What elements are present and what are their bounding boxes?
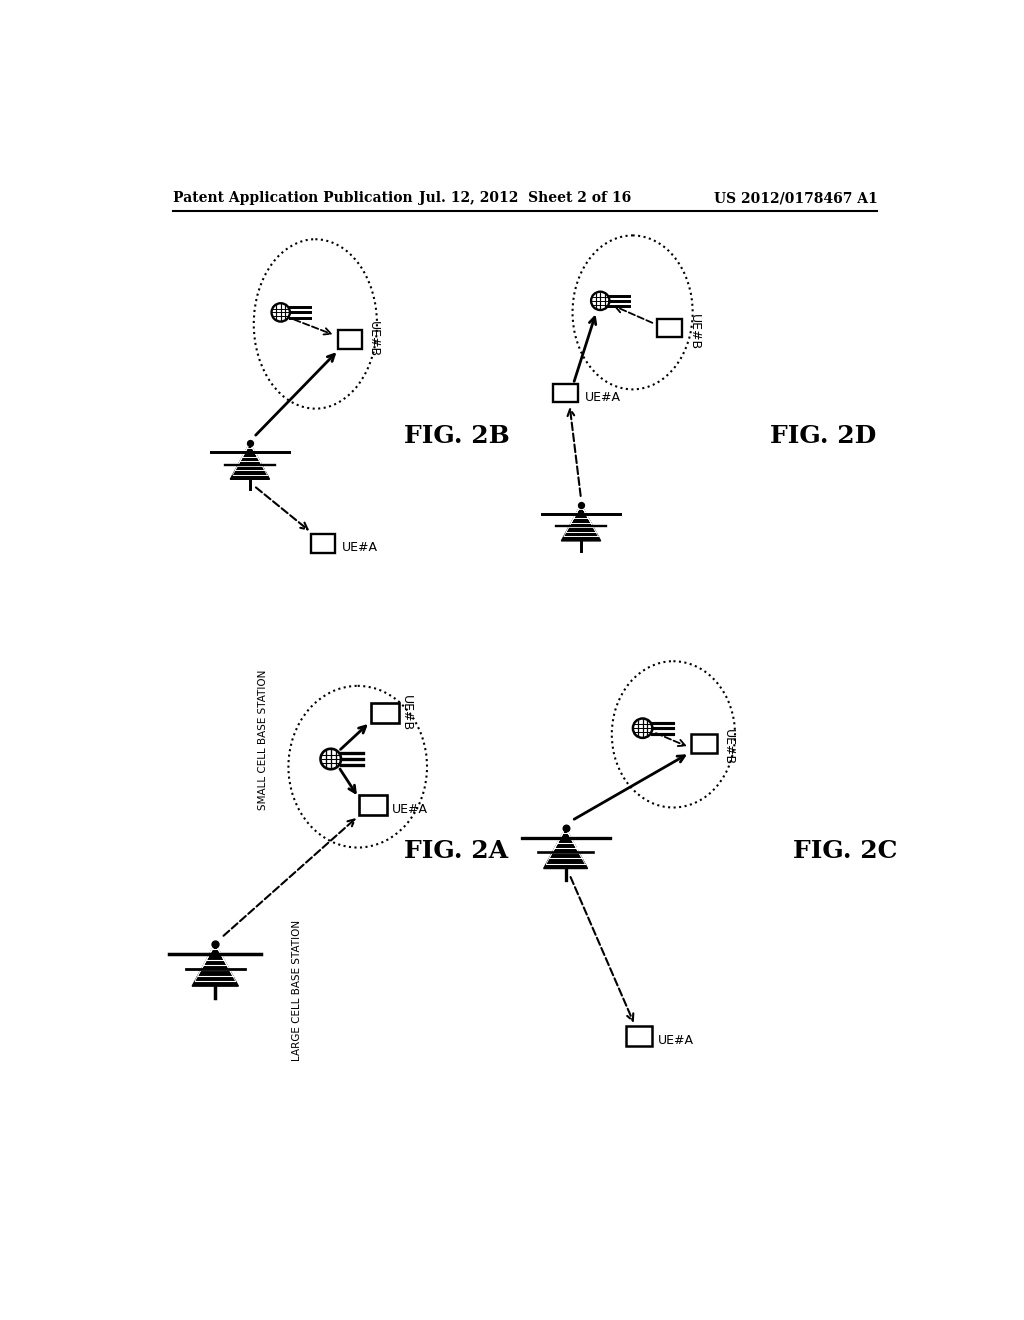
Bar	[657, 318, 682, 337]
Polygon shape	[544, 829, 588, 869]
Text: UE#A: UE#A	[585, 391, 621, 404]
Text: FIG. 2C: FIG. 2C	[793, 840, 897, 863]
Polygon shape	[561, 506, 601, 541]
Bar	[310, 535, 336, 553]
Text: SMALL CELL BASE STATION: SMALL CELL BASE STATION	[258, 669, 267, 810]
Text: UE#B: UE#B	[722, 730, 735, 766]
Text: UE#A: UE#A	[392, 803, 428, 816]
Text: US 2012/0178467 A1: US 2012/0178467 A1	[714, 191, 878, 206]
Bar	[371, 702, 398, 723]
Text: Patent Application Publication: Patent Application Publication	[173, 191, 413, 206]
Text: LARGE CELL BASE STATION: LARGE CELL BASE STATION	[292, 920, 302, 1060]
Text: UE#B: UE#B	[688, 314, 700, 350]
Text: Jul. 12, 2012  Sheet 2 of 16: Jul. 12, 2012 Sheet 2 of 16	[419, 191, 631, 206]
Polygon shape	[193, 944, 239, 986]
Text: UE#A: UE#A	[342, 541, 378, 554]
Text: FIG. 2B: FIG. 2B	[403, 424, 510, 447]
Bar	[691, 734, 718, 754]
Bar	[338, 330, 362, 348]
Circle shape	[321, 748, 341, 770]
Text: FIG. 2D: FIG. 2D	[770, 424, 876, 447]
Polygon shape	[230, 444, 269, 479]
Circle shape	[591, 292, 609, 310]
Circle shape	[633, 718, 652, 738]
Bar	[626, 1027, 652, 1045]
Circle shape	[271, 304, 290, 322]
Bar	[359, 795, 387, 816]
Text: FIG. 2A: FIG. 2A	[403, 840, 508, 863]
Text: UE#B: UE#B	[367, 321, 380, 358]
Bar	[553, 384, 578, 403]
Text: UE#A: UE#A	[658, 1034, 694, 1047]
Text: UE#B: UE#B	[399, 694, 413, 731]
